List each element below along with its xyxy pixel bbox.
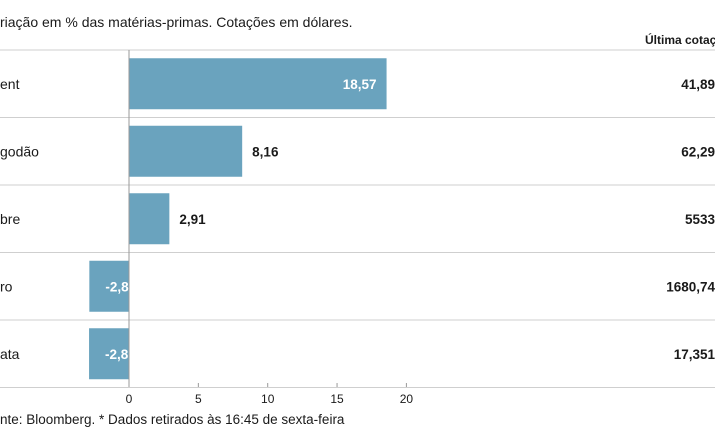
x-tick-label: 20	[400, 392, 414, 406]
chart-subtitle: riação em % das matérias-primas. Cotaçõe…	[0, 14, 353, 30]
x-axis: 0 5 10 15 20	[126, 50, 414, 406]
bar-3	[89, 260, 129, 312]
value-label: 18,57	[343, 77, 377, 92]
category-label: ro	[0, 278, 13, 294]
last-quote-column-header: Última cotaç	[645, 33, 715, 47]
bar-1	[129, 125, 243, 177]
category-label: godão	[0, 143, 39, 159]
value-label: -2,86	[105, 279, 136, 294]
last-quote-value: 5533	[685, 212, 715, 227]
category-label: bre	[0, 211, 20, 227]
bars	[89, 58, 387, 380]
x-tick-label: 10	[261, 392, 275, 406]
bar-2	[129, 193, 170, 245]
last-quote-value: 1680,74	[666, 279, 715, 294]
category-label: ent	[0, 76, 20, 92]
bar-4	[89, 328, 129, 380]
x-tick-label: 15	[330, 392, 344, 406]
last-quote-value: 17,351	[674, 347, 715, 362]
last-quote-value: 41,89	[681, 77, 715, 92]
value-label: 2,91	[179, 212, 206, 227]
value-label: 8,16	[252, 144, 279, 159]
bar-0	[129, 58, 387, 110]
category-label: ata	[0, 346, 20, 362]
source-note: nte: Bloomberg. * Dados retirados às 16:…	[0, 412, 345, 427]
value-label: -2,88	[105, 347, 136, 362]
bar-chart: ent 18,57 41,89 godão 8,16 62,29 bre 2,91 5533 ro…	[0, 49, 715, 406]
x-tick-label: 0	[126, 392, 133, 406]
last-quote-value: 62,29	[681, 144, 715, 159]
labels: ent 18,57 41,89 godão 8,16 62,29 bre 2,91 5533 ro…	[0, 76, 715, 362]
row-dividers	[0, 49, 715, 388]
x-tick-label: 5	[195, 392, 202, 406]
